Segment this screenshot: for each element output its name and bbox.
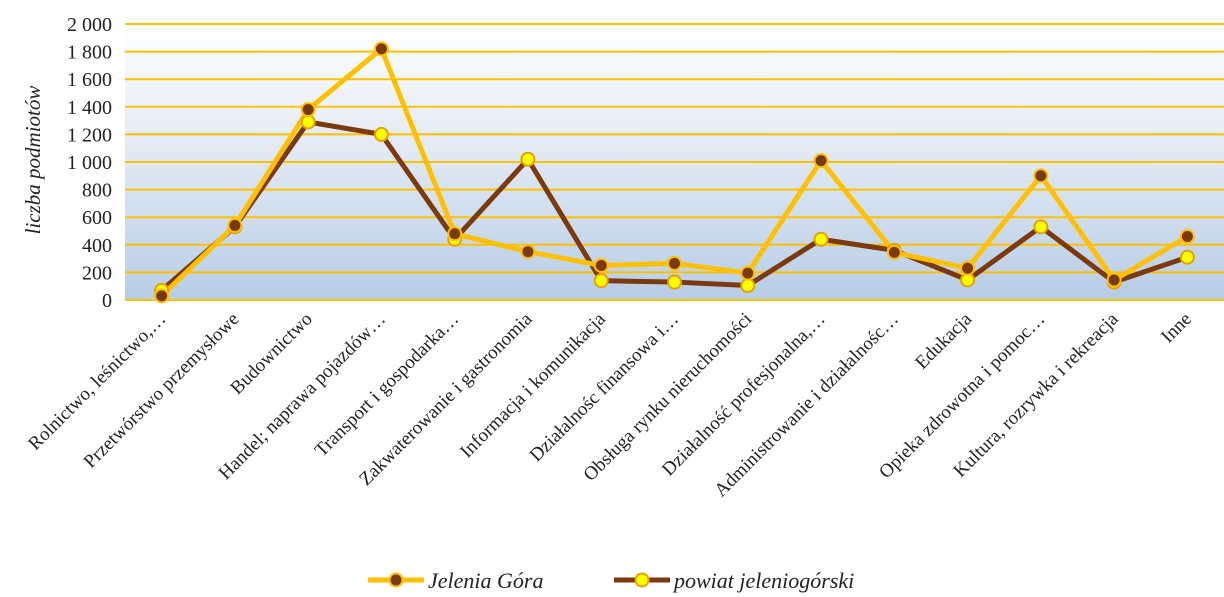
legend-marker xyxy=(634,572,650,588)
y-tick-label: 1 200 xyxy=(67,124,112,146)
series xyxy=(154,41,1195,304)
data-point xyxy=(300,102,316,118)
x-tick-label: Inne xyxy=(1157,309,1196,348)
data-point xyxy=(447,226,463,242)
legend-marker xyxy=(388,572,404,588)
data-point xyxy=(1179,229,1195,245)
x-tick-label: Działalnośc finansowa i… xyxy=(526,309,683,466)
data-point xyxy=(740,265,756,281)
y-tick-label: 2 000 xyxy=(67,14,112,36)
y-tick-label: 1 800 xyxy=(67,42,112,64)
data-point xyxy=(886,244,902,260)
y-axis-ticks: 0 200 400 600 800 1 000 1 200 1 400 1 600 1 800 2 … xyxy=(67,14,112,312)
y-tick-label: 1 600 xyxy=(67,69,112,91)
x-tick-label: Transport i gospodarka… xyxy=(311,309,463,461)
legend-label: powiat jeleniogórski xyxy=(672,568,854,593)
data-point xyxy=(227,217,243,233)
y-axis-label: liczba podmiotów xyxy=(21,86,45,235)
legend-label: Jelenia Góra xyxy=(428,568,543,593)
x-tick-label: Informacja i komunikacja xyxy=(456,308,610,462)
data-point xyxy=(593,273,609,289)
y-tick-label: 1 400 xyxy=(67,97,112,119)
data-point xyxy=(1106,272,1122,288)
y-tick-label: 0 xyxy=(102,290,112,312)
x-tick-label: Przetwórstwo przemysłowe xyxy=(80,309,244,473)
data-point xyxy=(813,231,829,247)
legend: Jelenia Góra powiat jeleniogórski xyxy=(368,568,854,593)
data-point xyxy=(1033,168,1049,184)
x-tick-label: Edukacja xyxy=(911,308,976,373)
data-point xyxy=(813,153,829,169)
data-point xyxy=(740,278,756,294)
y-tick-label: 1 000 xyxy=(67,152,112,174)
y-tick-label: 600 xyxy=(82,207,112,229)
data-point xyxy=(373,126,389,142)
data-point xyxy=(300,114,316,130)
data-point xyxy=(593,258,609,273)
data-point xyxy=(154,288,170,304)
data-point xyxy=(520,151,536,167)
data-point xyxy=(667,274,682,290)
y-tick-label: 400 xyxy=(82,235,112,257)
data-point xyxy=(373,41,389,57)
x-axis-ticks: Rolnictwo, leśnictwo,…Przetwórstwo przem… xyxy=(24,308,1196,501)
y-tick-label: 800 xyxy=(82,180,112,202)
data-point xyxy=(1033,219,1049,235)
x-tick-label: Rolnictwo, leśnictwo,… xyxy=(24,309,170,455)
data-point xyxy=(667,255,682,271)
data-point xyxy=(520,244,536,260)
data-point xyxy=(960,260,976,276)
data-point xyxy=(1179,249,1195,265)
y-tick-label: 200 xyxy=(82,262,112,284)
